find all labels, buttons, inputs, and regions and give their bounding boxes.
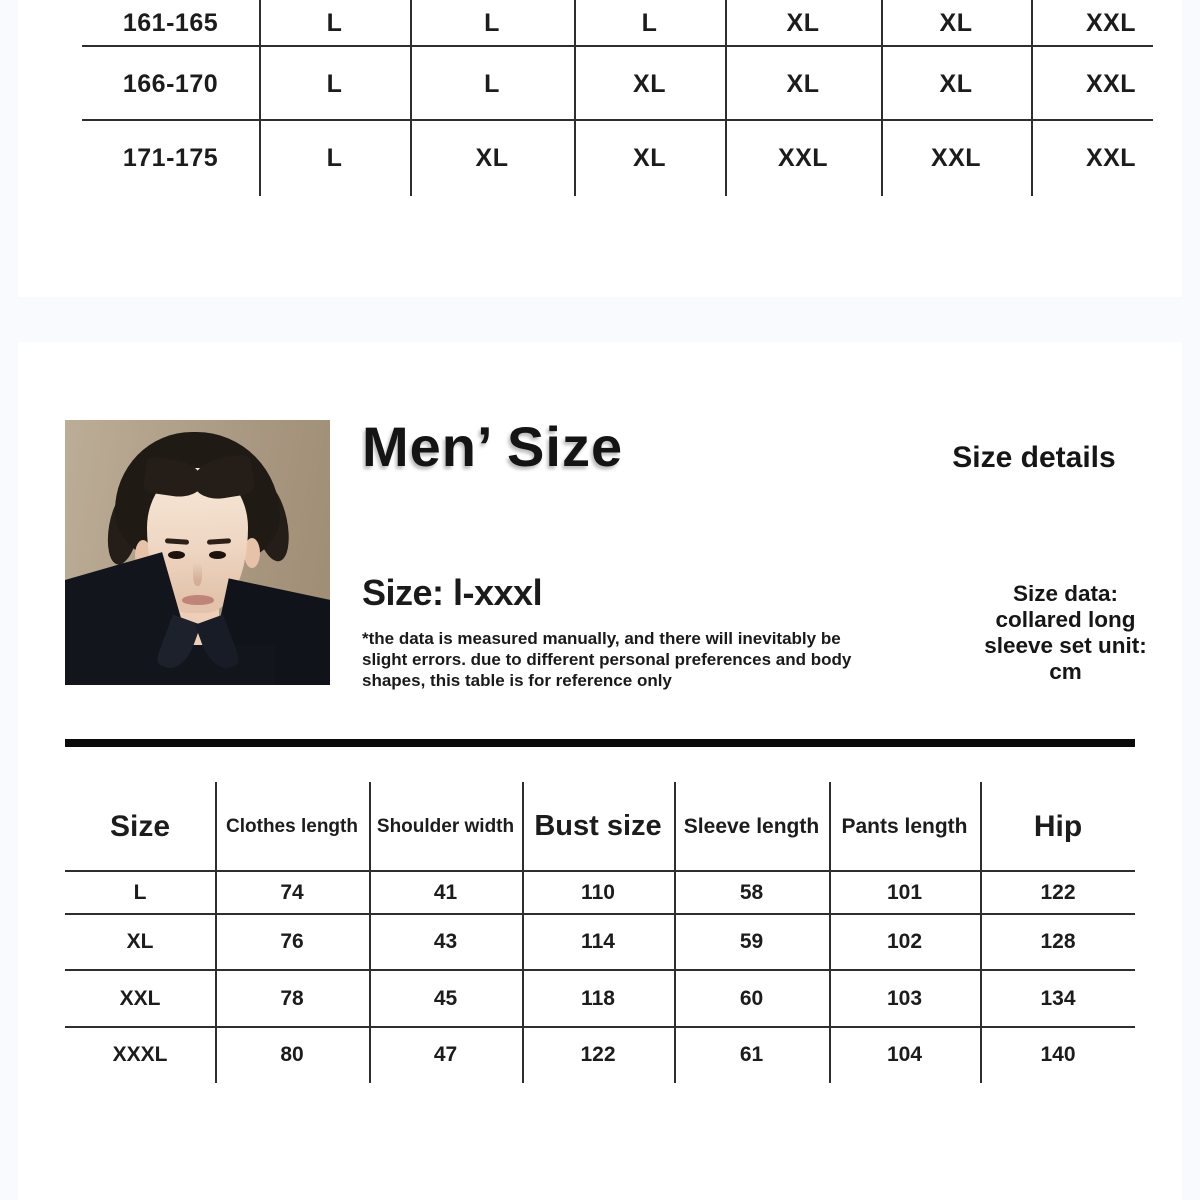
measurement-value-cell: 118 bbox=[581, 986, 615, 1010]
model-photo bbox=[65, 420, 330, 685]
measurement-value-cell: 47 bbox=[433, 1043, 458, 1066]
column-divider bbox=[410, 0, 412, 196]
row-divider bbox=[65, 1026, 1135, 1028]
measurement-value-cell: 45 bbox=[433, 986, 458, 1010]
size-label-cell: XL bbox=[126, 930, 154, 953]
unit-note: Size data: collared long sleeve set unit… bbox=[984, 581, 1147, 684]
measurement-value-cell: 134 bbox=[1040, 986, 1076, 1010]
column-divider bbox=[522, 782, 524, 1083]
height-range-cell: 166-170 bbox=[122, 69, 219, 98]
measurement-value-cell: 102 bbox=[886, 930, 923, 953]
photo-eye bbox=[209, 551, 226, 559]
column-divider bbox=[369, 782, 371, 1083]
measurement-value-cell: 140 bbox=[1040, 1043, 1076, 1066]
section-title: Men’ Size bbox=[362, 415, 624, 478]
recommended-size-cell: XL bbox=[939, 9, 973, 37]
measurement-value-cell: 41 bbox=[433, 880, 458, 904]
measurement-value-cell: 103 bbox=[886, 986, 923, 1010]
recommended-size-cell: XXL bbox=[777, 144, 829, 172]
recommended-size-cell: L bbox=[641, 9, 658, 37]
photo-mouth bbox=[182, 595, 214, 605]
photo-nose bbox=[193, 560, 202, 586]
measurement-value-cell: 114 bbox=[581, 930, 615, 953]
recommended-size-cell: XL bbox=[633, 69, 666, 98]
measurement-value-cell: 80 bbox=[280, 1043, 304, 1066]
column-divider bbox=[215, 782, 217, 1083]
size-range-subtitle: Size: l-xxxl bbox=[362, 572, 543, 613]
measurement-value-cell: 122 bbox=[1040, 880, 1076, 904]
column-divider bbox=[574, 0, 576, 196]
height-range-cell: 171-175 bbox=[122, 144, 219, 172]
recommended-size-cell: L bbox=[326, 9, 343, 37]
recommended-size-cell: XL bbox=[633, 144, 666, 172]
column-divider bbox=[980, 782, 982, 1083]
column-header: Pants length bbox=[841, 814, 968, 838]
column-header: Shoulder width bbox=[376, 815, 515, 837]
size-details-heading: Size details bbox=[952, 441, 1116, 474]
recommended-size-cell: XXL bbox=[1085, 69, 1137, 98]
section-divider-band bbox=[0, 297, 1200, 342]
column-divider bbox=[674, 782, 676, 1083]
measurement-value-cell: 78 bbox=[280, 986, 304, 1010]
column-header: Size bbox=[109, 809, 171, 843]
recommended-size-cell: L bbox=[484, 9, 500, 37]
recommended-size-cell: XXL bbox=[930, 144, 982, 172]
divider-bar bbox=[65, 739, 1135, 747]
disclaimer-text: *the data is measured manually, and ther… bbox=[362, 629, 852, 690]
size-label-cell: XXXL bbox=[112, 1043, 168, 1066]
photo-eye bbox=[168, 551, 185, 559]
measurement-value-cell: 101 bbox=[886, 880, 923, 904]
recommended-size-cell: XL bbox=[475, 144, 509, 172]
size-label-cell: L bbox=[133, 880, 147, 904]
recommended-size-cell: L bbox=[326, 69, 343, 98]
upper-size-card: 161-165 L L L XL XL XXL 166-170 L L XL XL XL XXL 171-1… bbox=[18, 0, 1182, 297]
recommended-size-cell: XL bbox=[939, 69, 973, 98]
recommended-size-cell: XL bbox=[786, 69, 820, 98]
measurement-value-cell: 104 bbox=[886, 1043, 923, 1066]
column-header: Clothes length bbox=[226, 815, 358, 837]
column-divider bbox=[881, 0, 883, 196]
recommended-size-cell: XXL bbox=[1085, 144, 1137, 172]
column-divider bbox=[829, 782, 831, 1083]
height-range-cell: 161-165 bbox=[122, 9, 219, 37]
measurement-value-cell: 60 bbox=[739, 986, 764, 1010]
recommended-size-cell: XXL bbox=[1085, 9, 1137, 37]
measurement-value-cell: 61 bbox=[739, 1043, 764, 1066]
row-divider bbox=[82, 119, 1153, 121]
photo-ear bbox=[244, 538, 260, 568]
row-divider bbox=[65, 913, 1135, 915]
measurement-table: Size Clothes length Shoulder width Bust siz… bbox=[65, 782, 1136, 1083]
photo-shirt bbox=[125, 645, 275, 685]
row-divider bbox=[82, 45, 1153, 47]
column-header: Hip bbox=[1033, 809, 1083, 843]
column-divider bbox=[259, 0, 261, 196]
height-size-table-cells: 161-165 L L L XL XL XXL 166-170 L L XL XL XL XXL 171-1… bbox=[82, 0, 1191, 196]
height-size-table: 161-165 L L L XL XL XXL 166-170 L L XL XL XL XXL 171-1… bbox=[82, 0, 1191, 196]
measurement-value-cell: 76 bbox=[280, 930, 304, 953]
measurement-value-cell: 74 bbox=[280, 880, 304, 904]
measurement-value-cell: 110 bbox=[581, 880, 615, 904]
measurement-value-cell: 59 bbox=[739, 930, 764, 953]
column-header: Bust size bbox=[534, 810, 662, 842]
recommended-size-cell: L bbox=[484, 69, 500, 98]
measurement-table-cells: Size Clothes length Shoulder width Bust siz… bbox=[65, 782, 1136, 1083]
measurement-value-cell: 58 bbox=[739, 880, 764, 904]
measurement-value-cell: 122 bbox=[580, 1043, 616, 1066]
column-header: Sleeve length bbox=[683, 814, 820, 838]
header-underline bbox=[65, 870, 1135, 872]
recommended-size-cell: L bbox=[326, 144, 343, 172]
size-label-cell: XXL bbox=[119, 986, 161, 1010]
measurement-value-cell: 128 bbox=[1040, 930, 1076, 953]
row-divider bbox=[65, 969, 1135, 971]
column-divider bbox=[1031, 0, 1033, 196]
column-divider bbox=[725, 0, 727, 196]
recommended-size-cell: XL bbox=[786, 9, 820, 37]
measurement-value-cell: 43 bbox=[433, 930, 458, 953]
